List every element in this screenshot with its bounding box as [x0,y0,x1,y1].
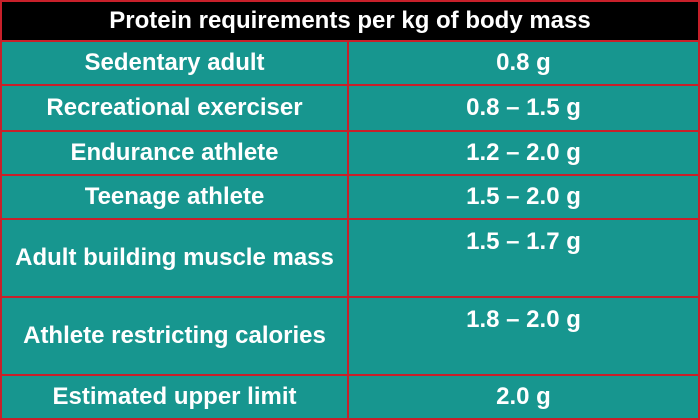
row: Teenage athlete 1.5 – 2.0 g [0,174,700,221]
group-cell: Teenage athlete [0,174,349,221]
value-cell: 1.5 – 1.7 g [347,218,700,299]
value-cell: 2.0 g [347,374,700,420]
group-cell: Estimated upper limit [0,374,349,420]
value-cell: 0.8 – 1.5 g [347,83,700,132]
row: Endurance athlete 1.2 – 2.0 g [0,129,700,177]
value-cell: 1.2 – 2.0 g [347,129,700,177]
row: Sedentary adult 0.8 g [0,40,700,86]
group-cell: Endurance athlete [0,129,349,177]
group-cell: Adult building muscle mass [0,218,349,299]
value-cell: 0.8 g [347,40,700,86]
row: Adult building muscle mass 1.5 – 1.7 g [0,218,700,299]
group-cell: Athlete restricting calories [0,296,349,377]
group-cell: Recreational exerciser [0,83,349,132]
value-cell: 1.8 – 2.0 g [347,296,700,377]
value-cell: 1.5 – 2.0 g [347,174,700,221]
row: Athlete restricting calories 1.8 – 2.0 g [0,296,700,377]
header-row: Protein requirements per kg of body mass [0,0,700,42]
group-cell: Sedentary adult [0,40,349,86]
row: Estimated upper limit 2.0 g [0,374,700,420]
row: Recreational exerciser 0.8 – 1.5 g [0,83,700,132]
table-title: Protein requirements per kg of body mass [0,0,700,42]
